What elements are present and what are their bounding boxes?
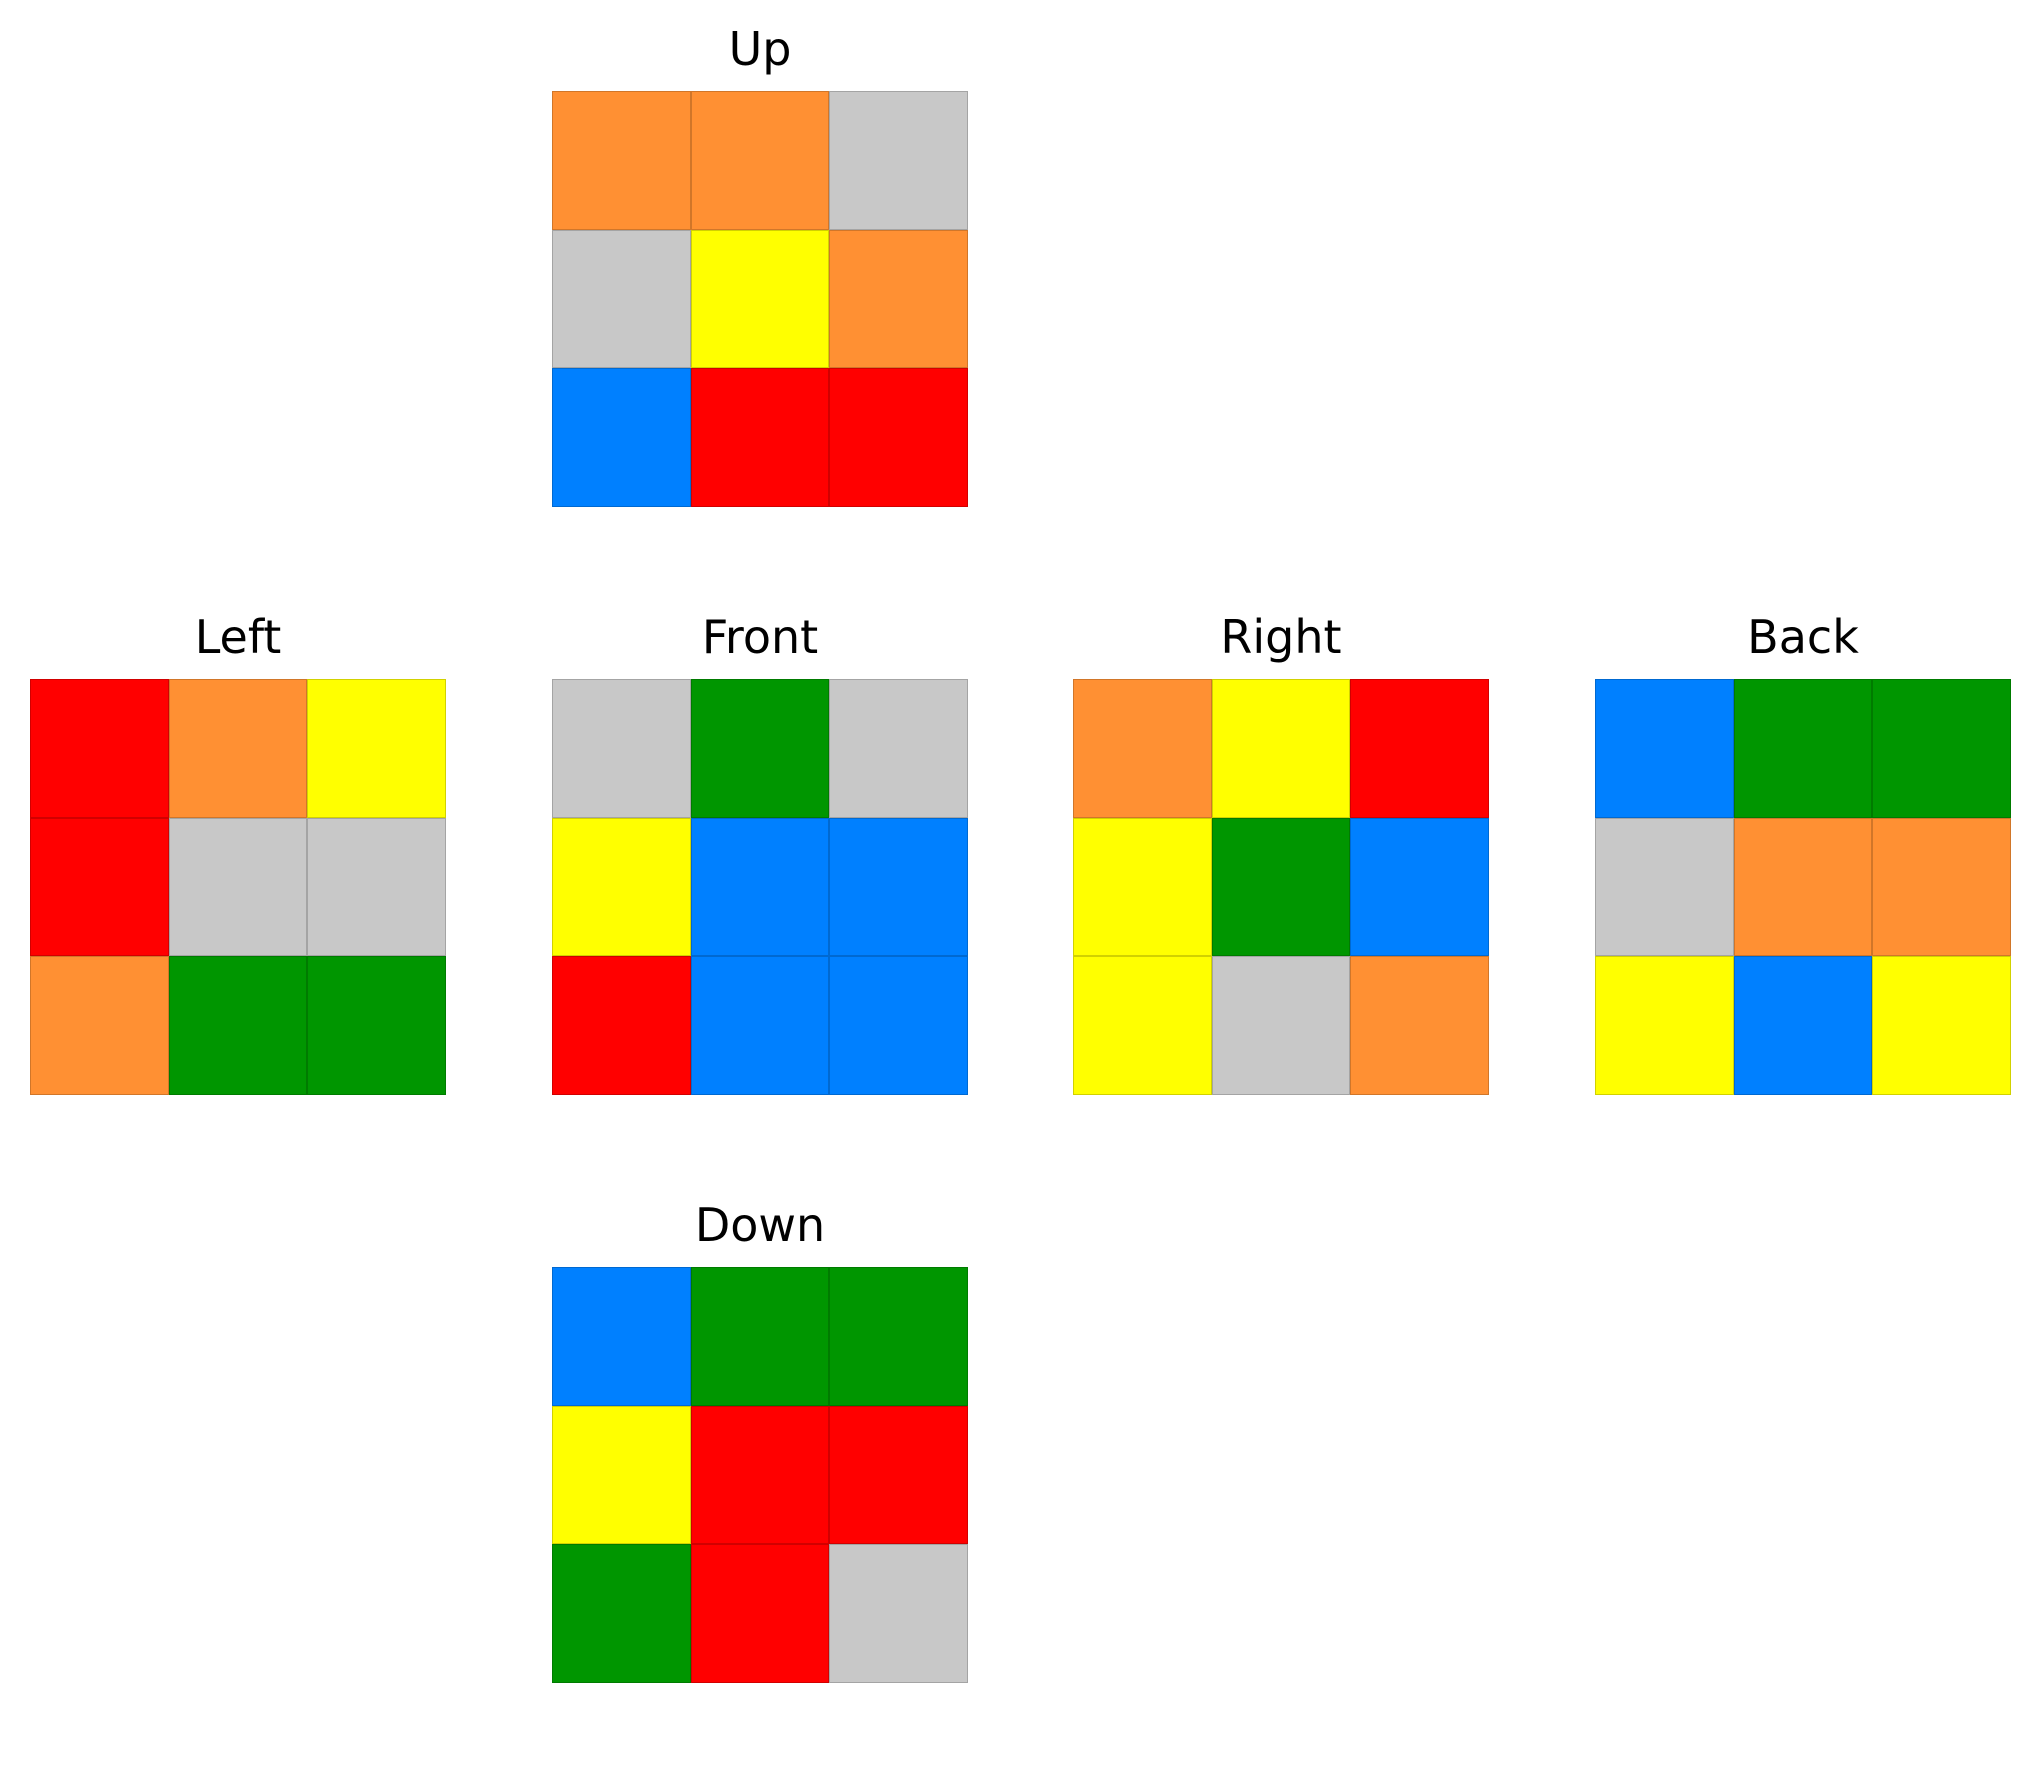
- sticker-grid-left: [30, 679, 446, 1095]
- sticker-up-2: [829, 91, 968, 230]
- face-label-left: Left: [194, 610, 282, 664]
- sticker-front-5: [829, 817, 968, 957]
- sticker-left-4: [168, 817, 308, 957]
- face-label-right: Right: [1220, 610, 1342, 664]
- sticker-left-5: [307, 817, 446, 957]
- sticker-down-3: [552, 1405, 691, 1545]
- sticker-right-3: [1073, 817, 1212, 957]
- sticker-back-8: [1872, 956, 2011, 1095]
- sticker-left-2: [307, 679, 446, 818]
- sticker-back-4: [1733, 817, 1873, 957]
- sticker-front-8: [829, 956, 968, 1095]
- sticker-down-5: [829, 1405, 968, 1545]
- sticker-down-0: [552, 1267, 691, 1406]
- sticker-left-0: [30, 679, 169, 818]
- sticker-up-3: [552, 229, 691, 369]
- sticker-back-1: [1733, 679, 1873, 818]
- sticker-down-7: [690, 1544, 830, 1683]
- sticker-grid-right: [1073, 679, 1489, 1095]
- face-label-back: Back: [1747, 610, 1859, 664]
- sticker-front-7: [690, 956, 830, 1095]
- sticker-back-3: [1595, 817, 1734, 957]
- sticker-left-8: [307, 956, 446, 1095]
- sticker-up-7: [690, 368, 830, 507]
- sticker-grid-back: [1595, 679, 2011, 1095]
- sticker-grid-up: [552, 91, 968, 507]
- face-label-front: Front: [701, 610, 819, 664]
- sticker-front-4: [690, 817, 830, 957]
- sticker-up-0: [552, 91, 691, 230]
- sticker-up-4: [690, 229, 830, 369]
- sticker-up-8: [829, 368, 968, 507]
- sticker-right-8: [1350, 956, 1489, 1095]
- sticker-left-1: [168, 679, 308, 818]
- sticker-up-5: [829, 229, 968, 369]
- sticker-back-6: [1595, 956, 1734, 1095]
- sticker-down-8: [829, 1544, 968, 1683]
- sticker-right-6: [1073, 956, 1212, 1095]
- sticker-right-7: [1211, 956, 1351, 1095]
- sticker-down-2: [829, 1267, 968, 1406]
- sticker-front-3: [552, 817, 691, 957]
- sticker-down-1: [690, 1267, 830, 1406]
- sticker-left-7: [168, 956, 308, 1095]
- sticker-down-6: [552, 1544, 691, 1683]
- sticker-right-1: [1211, 679, 1351, 818]
- sticker-up-6: [552, 368, 691, 507]
- sticker-front-2: [829, 679, 968, 818]
- face-label-down: Down: [694, 1198, 826, 1252]
- sticker-up-1: [690, 91, 830, 230]
- sticker-front-1: [690, 679, 830, 818]
- sticker-back-0: [1595, 679, 1734, 818]
- sticker-back-7: [1733, 956, 1873, 1095]
- sticker-right-4: [1211, 817, 1351, 957]
- sticker-back-5: [1872, 817, 2011, 957]
- sticker-front-0: [552, 679, 691, 818]
- sticker-left-3: [30, 817, 169, 957]
- sticker-right-2: [1350, 679, 1489, 818]
- sticker-grid-front: [552, 679, 968, 1095]
- sticker-grid-down: [552, 1267, 968, 1683]
- face-label-up: Up: [728, 22, 792, 76]
- sticker-left-6: [30, 956, 169, 1095]
- sticker-back-2: [1872, 679, 2011, 818]
- sticker-front-6: [552, 956, 691, 1095]
- sticker-right-5: [1350, 817, 1489, 957]
- sticker-down-4: [690, 1405, 830, 1545]
- sticker-right-0: [1073, 679, 1212, 818]
